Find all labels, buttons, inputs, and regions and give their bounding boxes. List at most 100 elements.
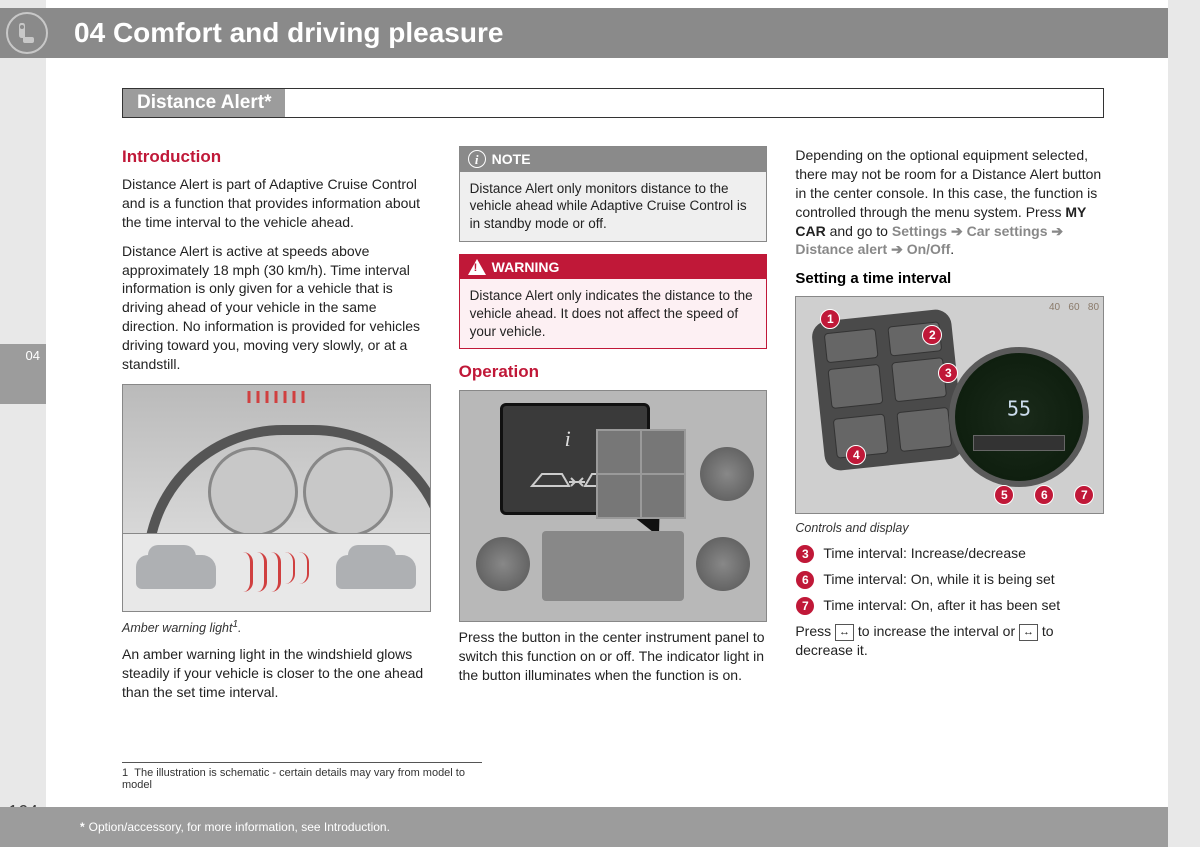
- chapter-number: 04: [74, 17, 105, 48]
- note-body: Distance Alert only monitors distance to…: [460, 172, 767, 241]
- note-box: i NOTE Distance Alert only monitors dist…: [459, 146, 768, 242]
- knob-icon: [696, 537, 750, 591]
- keypad-button: [891, 357, 947, 402]
- heading-operation: Operation: [459, 361, 768, 384]
- breadcrumb: Distance alert: [795, 241, 887, 257]
- press-instruction: Press ↔ to increase the interval or ↔ to…: [795, 622, 1104, 660]
- callout-badge: 6: [795, 570, 815, 590]
- callout-6: 6: [1034, 485, 1054, 505]
- text: and go to: [826, 223, 892, 239]
- three-column-layout: Introduction Distance Alert is part of A…: [122, 146, 1104, 747]
- knob-icon: [700, 447, 754, 501]
- callout-badge: 7: [795, 596, 815, 616]
- footer-text: Option/accessory, for more information, …: [89, 820, 390, 834]
- callout-3: 3: [938, 363, 958, 383]
- figure-center-console: i: [459, 390, 768, 622]
- footnote-area: 1 The illustration is schematic - certai…: [122, 742, 1104, 791]
- page-footer-bar: * Option/accessory, for more information,…: [0, 807, 1168, 847]
- gauge-icon: [303, 447, 393, 537]
- text: Press: [795, 623, 835, 639]
- column-1: Introduction Distance Alert is part of A…: [122, 146, 431, 747]
- figure-3-caption: Controls and display: [795, 520, 1104, 537]
- section-heading-tab: Distance Alert*: [123, 89, 285, 117]
- footnote-number: 1: [122, 767, 128, 779]
- keypad-button: [828, 363, 884, 408]
- keypad-button: [824, 328, 879, 363]
- car-icon: [336, 555, 416, 589]
- footer-note: * Option/accessory, for more information,…: [80, 820, 390, 834]
- legend-item-7: 7 Time interval: On, after it has been s…: [795, 596, 1104, 616]
- side-chapter-tab: 04: [0, 344, 46, 404]
- arrow-icon: ➔: [1051, 223, 1063, 239]
- note-label: NOTE: [492, 150, 531, 169]
- display-bar-icon: [973, 435, 1065, 451]
- warning-icon: [468, 259, 486, 275]
- scale-label: 40 60 80: [1049, 301, 1099, 315]
- note-header: i NOTE: [460, 147, 767, 172]
- intro-paragraph-2: Distance Alert is active at speeds above…: [122, 242, 431, 374]
- warning-label: WARNING: [492, 258, 560, 277]
- footnote-text: The illustration is schematic - certain …: [122, 767, 465, 791]
- footnote: 1 The illustration is schematic - certai…: [122, 762, 482, 791]
- legend-text: Time interval: Increase/decrease: [823, 544, 1026, 563]
- steering-wheel-keypad-icon: [811, 308, 966, 472]
- breadcrumb: Settings: [892, 223, 947, 239]
- figure-1-caption: Amber warning light1.: [122, 618, 431, 637]
- decrease-icon: ↔: [1019, 624, 1038, 641]
- callout-7: 7: [1074, 485, 1094, 505]
- text: Depending on the optional equipment sele…: [795, 147, 1101, 220]
- chapter-title-text: Comfort and driving pleasure: [113, 17, 504, 48]
- intro-paragraph-3: An amber warning light in the windshield…: [122, 645, 431, 702]
- button-panel-icon: [596, 429, 686, 519]
- increase-icon: ↔: [835, 624, 854, 641]
- content-area: Distance Alert* Introduction Distance Al…: [46, 0, 1168, 847]
- heading-setting-interval: Setting a time interval: [795, 269, 1104, 289]
- center-panel-icon: [542, 531, 685, 601]
- section-title: Distance Alert*: [137, 92, 271, 114]
- arrow-icon: ➔: [891, 241, 903, 257]
- column-2: i NOTE Distance Alert only monitors dist…: [459, 146, 768, 747]
- info-letter-icon: i: [565, 424, 571, 454]
- warning-box: WARNING Distance Alert only indicates th…: [459, 254, 768, 350]
- dashboard-illustration: [123, 385, 430, 535]
- chapter-title: 04 Comfort and driving pleasure: [74, 17, 503, 49]
- breadcrumb: Car settings: [967, 223, 1048, 239]
- section-heading-box: Distance Alert*: [122, 88, 1104, 118]
- callout-5: 5: [994, 485, 1014, 505]
- radar-waves-icon: [243, 552, 309, 592]
- legend-item-3: 3 Time interval: Increase/decrease: [795, 544, 1104, 564]
- figure-amber-warning: [122, 384, 431, 612]
- text: to increase the interval or: [854, 623, 1019, 639]
- knob-icon: [476, 537, 530, 591]
- column-3: Depending on the optional equipment sele…: [795, 146, 1104, 747]
- arrow-icon: ➔: [951, 223, 963, 239]
- callout-2: 2: [922, 325, 942, 345]
- legend-text: Time interval: On, after it has been set: [823, 596, 1060, 615]
- caption-text: Amber warning light: [122, 621, 232, 635]
- heading-introduction: Introduction: [122, 146, 431, 169]
- legend-text: Time interval: On, while it is being set: [823, 570, 1054, 589]
- chapter-header-bar: 04 Comfort and driving pleasure: [0, 8, 1168, 58]
- warning-light-icon: [248, 391, 305, 403]
- warning-header: WARNING: [460, 255, 767, 280]
- gauge-icon: [208, 447, 298, 537]
- breadcrumb: On/Off: [907, 241, 951, 257]
- keypad-button: [897, 406, 953, 451]
- callout-badge: 3: [795, 544, 815, 564]
- instrument-display-icon: [949, 347, 1089, 487]
- callout-1: 1: [820, 309, 840, 329]
- caption-text: .: [238, 621, 241, 635]
- intro-paragraph-1: Distance Alert is part of Adaptive Cruis…: [122, 175, 431, 232]
- figure-controls-display: 40 60 80 1 2: [795, 296, 1104, 514]
- distance-diagram: [123, 533, 430, 611]
- car-icon: [136, 555, 216, 589]
- info-icon: i: [468, 150, 486, 168]
- warning-body: Distance Alert only indicates the distan…: [460, 279, 767, 348]
- page: 04 Distance Alert* Introduction Distance…: [0, 0, 1200, 847]
- callout-4: 4: [846, 445, 866, 465]
- operation-paragraph: Press the button in the center instrumen…: [459, 628, 768, 685]
- menu-paragraph: Depending on the optional equipment sele…: [795, 146, 1104, 259]
- footer-asterisk: *: [80, 820, 85, 834]
- controls-illustration: 40 60 80 1 2: [796, 297, 1103, 513]
- console-illustration: i: [460, 391, 767, 621]
